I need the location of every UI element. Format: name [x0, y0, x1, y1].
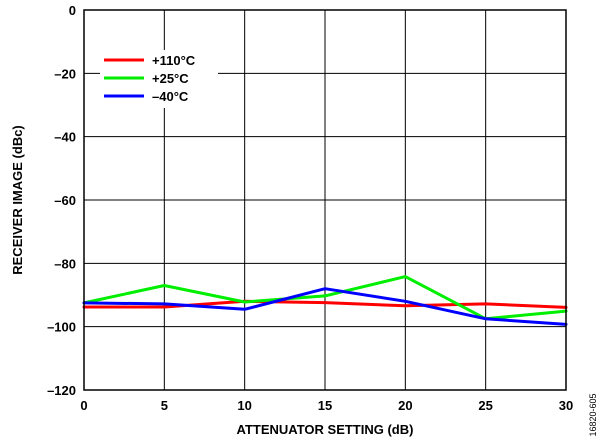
series-line-0 — [82, 299, 568, 309]
y-tick-label: –120 — [47, 383, 76, 398]
x-tick-label: 20 — [398, 398, 412, 413]
x-tick-label: 30 — [559, 398, 573, 413]
y-tick-label: –100 — [47, 320, 76, 335]
figure-id-label: 16820-605 — [588, 393, 598, 436]
legend-label-2: –40°C — [152, 89, 189, 104]
series-line-2 — [82, 287, 568, 326]
y-tick-label: –60 — [54, 193, 76, 208]
x-tick-label: 5 — [161, 398, 168, 413]
legend-label-1: +25°C — [152, 71, 189, 86]
series-group — [82, 275, 568, 326]
y-tick-label: –40 — [54, 130, 76, 145]
y-axis-tick-labels: 0 –20 –40 –60 –80 –100 –120 — [47, 3, 76, 398]
x-tick-label: 0 — [80, 398, 87, 413]
y-tick-label: –80 — [54, 256, 76, 271]
x-axis-tick-labels: 0 5 10 15 20 25 30 — [80, 398, 573, 413]
y-tick-label: 0 — [69, 3, 76, 18]
x-tick-label: 10 — [237, 398, 251, 413]
legend-items: +110°C +25°C –40°C — [104, 53, 196, 104]
plot-area-frame — [83, 9, 567, 391]
x-axis-title: ATTENUATOR SETTING (dB) — [237, 422, 414, 437]
x-tick-label: 15 — [318, 398, 332, 413]
x-tick-label: 25 — [478, 398, 492, 413]
y-axis-title: RECEIVER IMAGE (dBc) — [10, 125, 25, 275]
y-tick-label: –20 — [54, 66, 76, 81]
legend: +110°C +25°C –40°C — [100, 50, 218, 108]
legend-label-0: +110°C — [152, 53, 196, 68]
